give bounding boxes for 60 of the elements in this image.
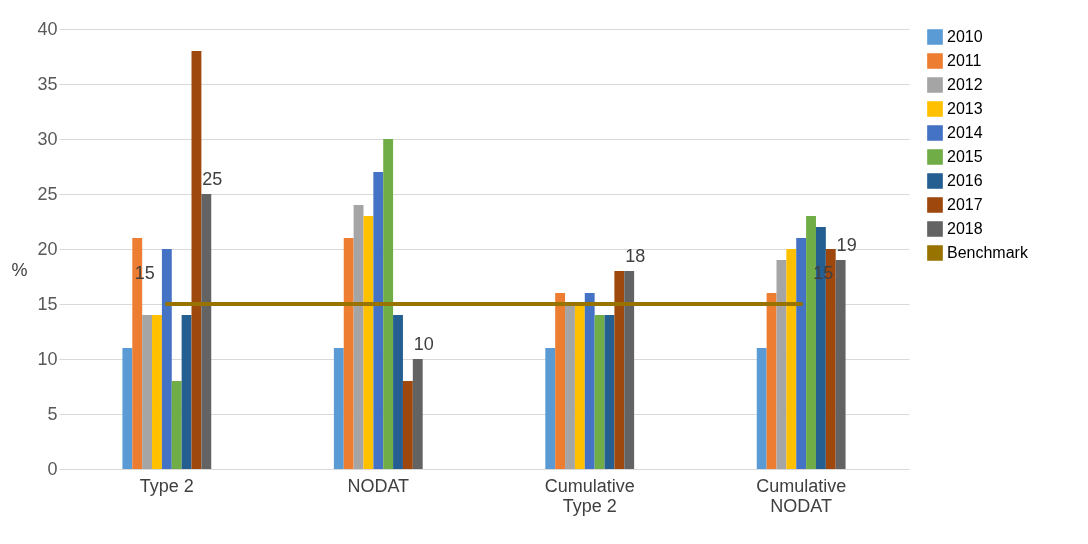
x-tick-label: Type 2 [139, 475, 194, 496]
data-label: 10 [413, 334, 434, 354]
legend-label: 2013 [947, 100, 983, 117]
legend-label: 2018 [947, 220, 983, 237]
bar [786, 249, 797, 469]
bar [333, 348, 344, 469]
x-tick-label: Cumulative NODAT [756, 475, 847, 516]
y-tick-label: 5 [47, 403, 58, 424]
data-label: 19 [836, 235, 857, 255]
y-tick-label: 15 [37, 293, 58, 314]
bar [756, 348, 767, 469]
bar [152, 315, 162, 469]
y-tick-label: 0 [47, 458, 58, 479]
bar [402, 381, 413, 469]
x-tick-label: Cumulative Type 2 [544, 475, 635, 516]
bar [574, 304, 585, 469]
legend-label: 2012 [947, 76, 983, 93]
bar [122, 348, 133, 469]
legend-label: 2010 [947, 28, 983, 45]
bar [604, 315, 615, 469]
bar [191, 51, 202, 469]
bar [343, 238, 354, 469]
legend-label: 2014 [947, 124, 983, 141]
bar [584, 293, 595, 469]
y-axis-title: % [11, 259, 28, 280]
bar [373, 172, 384, 469]
bar [555, 293, 566, 469]
bar [181, 315, 192, 469]
bar [412, 359, 423, 469]
bar [565, 304, 575, 469]
x-tick-label: NODAT [347, 475, 410, 496]
bar [142, 315, 153, 469]
data-label: 25 [202, 169, 223, 189]
bar [353, 205, 364, 469]
legend-label: Benchmark [947, 244, 1029, 261]
legend-label: 2017 [947, 196, 983, 213]
bar [171, 381, 182, 469]
bar [624, 271, 635, 469]
y-tick-label: 10 [37, 348, 58, 369]
bar [383, 139, 394, 469]
y-tick-label: 40 [37, 18, 58, 39]
bar [363, 216, 374, 469]
bar [393, 315, 403, 469]
bar [161, 249, 172, 469]
data-label: 18 [625, 246, 646, 266]
legend-label: 2016 [947, 172, 983, 189]
bar [835, 260, 846, 469]
bar [614, 271, 625, 469]
legend-label: 2015 [947, 148, 983, 165]
bar [201, 194, 212, 469]
bar [594, 315, 605, 469]
bar [776, 260, 787, 469]
y-tick-label: 20 [37, 238, 58, 259]
bar [545, 348, 556, 469]
y-tick-label: 35 [37, 73, 58, 94]
y-tick-label: 30 [37, 128, 58, 149]
bar [796, 238, 807, 469]
bar [806, 216, 816, 469]
legend-label: 2011 [947, 52, 982, 69]
y-tick-label: 25 [37, 183, 58, 204]
